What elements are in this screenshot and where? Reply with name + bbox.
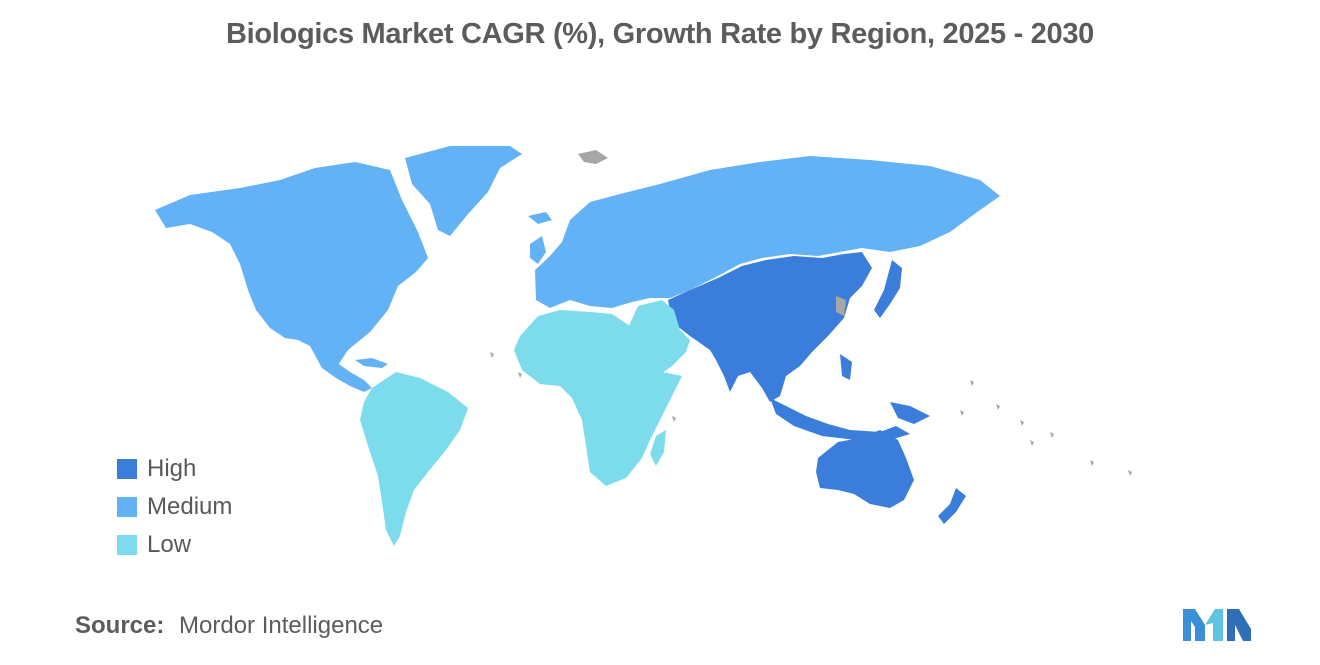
region-middle-east — [628, 300, 690, 376]
region-philippines — [840, 354, 852, 380]
region-australia — [816, 430, 914, 508]
region-korea — [836, 296, 846, 316]
region-papua — [890, 402, 930, 424]
region-madagascar — [650, 430, 666, 466]
region-new-zealand — [938, 488, 966, 524]
legend-item-low: Low — [117, 526, 232, 564]
source-line: Source: Mordor Intelligence — [75, 612, 383, 640]
chart-title: Biologics Market CAGR (%), Growth Rate b… — [225, 18, 1094, 50]
region-africa — [514, 310, 682, 486]
region-greenland — [405, 146, 522, 236]
region-japan — [874, 260, 902, 318]
legend-label-low: Low — [147, 531, 192, 558]
region-europe-russia — [535, 156, 1000, 308]
region-uk — [530, 236, 546, 264]
region-south-america — [360, 372, 468, 546]
region-asia — [668, 252, 872, 402]
legend-swatch-medium — [117, 497, 137, 517]
region-svalbard — [578, 150, 608, 164]
legend-swatch-high — [117, 459, 137, 479]
region-north-america — [155, 162, 428, 372]
legend-item-high: High — [117, 450, 232, 488]
legend-label-high: High — [147, 455, 197, 482]
legend-item-medium: Medium — [117, 488, 232, 526]
region-central-america — [310, 346, 372, 392]
legend: High Medium Low — [117, 450, 232, 564]
legend-label-medium: Medium — [147, 493, 233, 520]
source-label: Source: — [75, 612, 165, 639]
source-text: Mordor Intelligence — [179, 612, 384, 639]
world-map — [155, 146, 1132, 546]
legend-swatch-low — [117, 535, 137, 555]
region-indonesia — [770, 398, 910, 440]
region-caribbean — [355, 358, 388, 368]
region-pacific-islands — [960, 380, 1132, 476]
region-iceland — [528, 212, 552, 224]
mordor-intelligence-logo — [1183, 609, 1251, 641]
